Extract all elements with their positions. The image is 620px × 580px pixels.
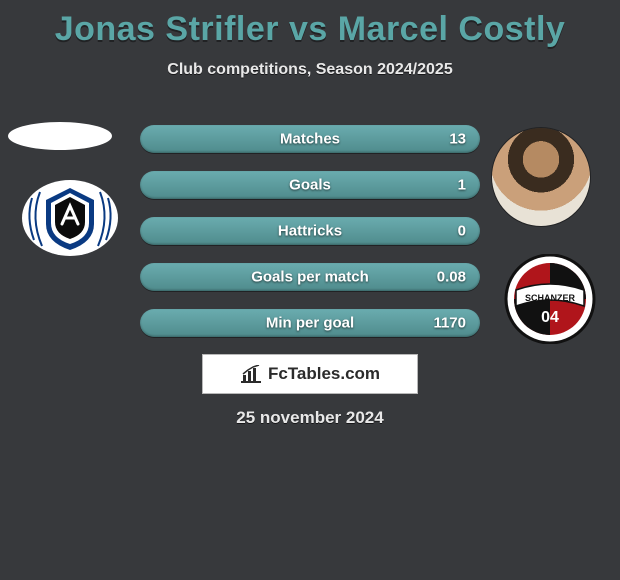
stat-label: Goals xyxy=(289,177,331,194)
stat-label: Min per goal xyxy=(266,315,354,332)
stats-table: Matches 13 Goals 1 Hattricks 0 Goals per match… xyxy=(140,125,480,355)
stat-value-right: 1170 xyxy=(433,315,466,332)
stat-value-right: 0.08 xyxy=(437,269,466,286)
club-crest-left xyxy=(20,178,120,258)
stat-label: Hattricks xyxy=(278,223,342,240)
page-title: Jonas Strifler vs Marcel Costly xyxy=(0,0,620,49)
stat-value-right: 13 xyxy=(449,131,466,148)
bar-chart-icon xyxy=(240,365,262,383)
date-line: 25 november 2024 xyxy=(0,408,620,428)
stat-value-right: 0 xyxy=(458,223,466,240)
club-crest-right: SCHANZER 04 xyxy=(500,254,600,344)
player-avatar-right xyxy=(492,128,590,226)
svg-text:SCHANZER: SCHANZER xyxy=(525,293,576,303)
stat-row: Min per goal 1170 xyxy=(140,309,480,337)
brand-text: FcTables.com xyxy=(268,364,380,384)
stat-row: Hattricks 0 xyxy=(140,217,480,245)
stat-row: Goals 1 xyxy=(140,171,480,199)
crest-number: 04 xyxy=(541,309,559,326)
brand-badge: FcTables.com xyxy=(202,354,418,394)
stat-row: Matches 13 xyxy=(140,125,480,153)
stat-value-right: 1 xyxy=(458,177,466,194)
subtitle: Club competitions, Season 2024/2025 xyxy=(0,61,620,79)
stat-row: Goals per match 0.08 xyxy=(140,263,480,291)
stat-label: Goals per match xyxy=(251,269,369,286)
stat-label: Matches xyxy=(280,131,340,148)
player-avatar-left xyxy=(8,122,112,150)
